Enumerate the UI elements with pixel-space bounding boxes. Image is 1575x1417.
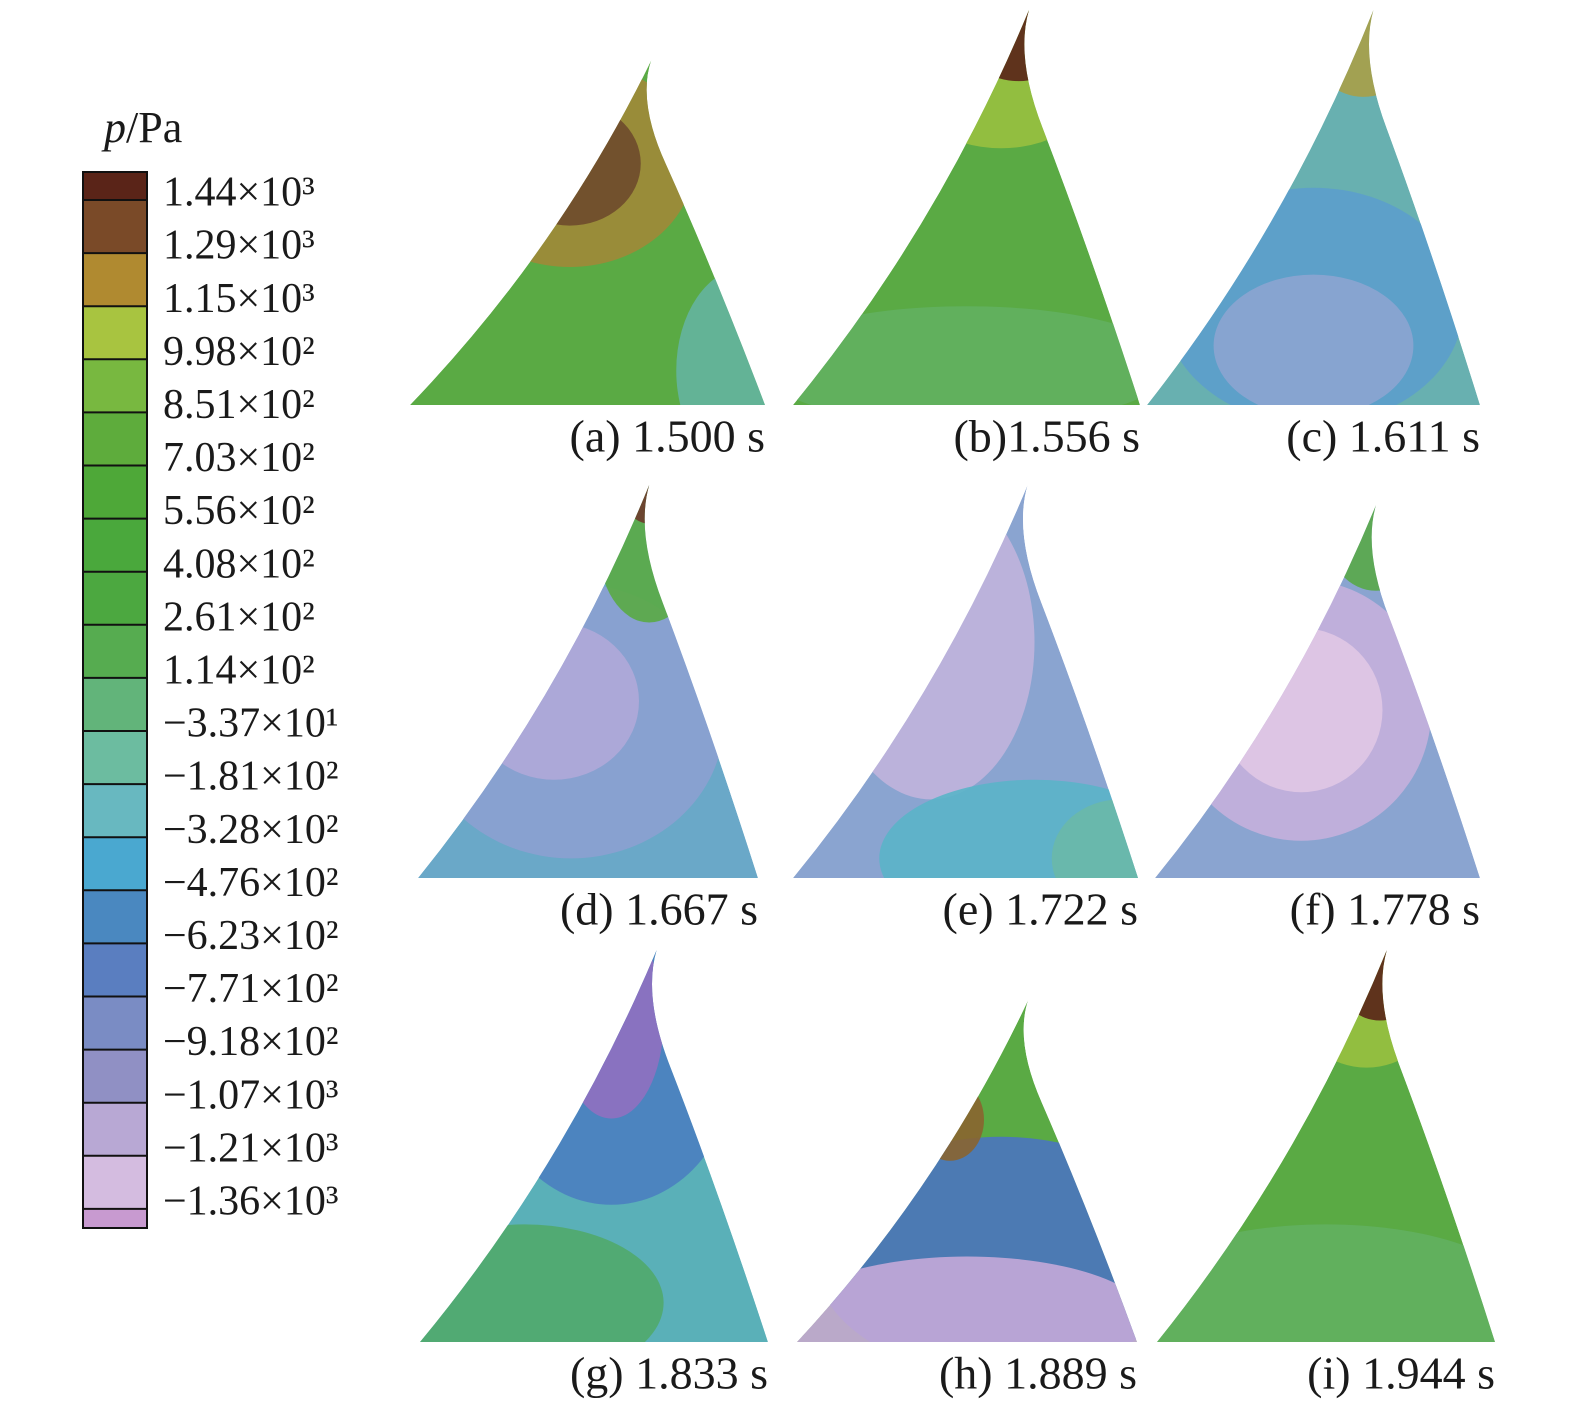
colorbar-swatch [83, 1208, 147, 1228]
contour-region [498, 101, 641, 226]
colorbar-swatch [83, 1049, 147, 1103]
panel-caption: (f) 1.778 s [1290, 884, 1480, 935]
contour-region [966, 10, 1071, 82]
colorbar-swatch [83, 465, 147, 519]
contour-panel [420, 950, 768, 1342]
contour-region [559, 950, 664, 1119]
contour-region [1220, 628, 1383, 793]
colorbar-label: 4.08×10² [163, 541, 315, 587]
colorbar-label: 1.14×10² [163, 648, 315, 694]
contour-panel [797, 1000, 1137, 1342]
contour-region [469, 622, 639, 780]
colorbar-swatch [83, 200, 147, 254]
colorbar-swatch [83, 943, 147, 997]
contour-region [598, 485, 701, 623]
panel-caption: (h) 1.889 s [939, 1348, 1137, 1399]
colorbar-label: −4.76×10² [163, 860, 338, 906]
colorbar-swatch [83, 306, 147, 360]
contour-region [1157, 1224, 1495, 1342]
colorbar-swatch [83, 784, 147, 838]
colorbar-swatch [83, 1102, 147, 1156]
colorbar-swatch [83, 253, 147, 307]
legend-symbol: p [101, 103, 126, 152]
colorbar-swatch [83, 890, 147, 944]
contour-region [1313, 10, 1414, 97]
contour-region [797, 1256, 1137, 1342]
colorbar-label: −1.07×10³ [163, 1072, 338, 1118]
colorbar-label: 8.51×10² [163, 382, 315, 428]
colorbar-label: −1.21×10³ [163, 1125, 338, 1171]
panel-caption: (c) 1.611 s [1286, 411, 1480, 462]
contour-region [1213, 274, 1414, 405]
colorbar-label: −1.81×10² [163, 754, 338, 800]
colorbar-label: 1.15×10³ [163, 276, 315, 322]
colorbar-swatch [83, 996, 147, 1050]
legend-unit: /Pa [126, 103, 182, 152]
contour-panel [793, 485, 1138, 878]
contour-region [625, 485, 680, 525]
colorbar-swatch [83, 412, 147, 466]
colorbar-label: 1.29×10³ [163, 223, 315, 269]
colorbar-label: −3.37×10¹ [163, 701, 338, 747]
contour-region [676, 267, 765, 405]
colorbar-swatch [83, 837, 147, 891]
colorbar-swatch [83, 624, 147, 678]
colorbar-label: 5.56×10² [163, 488, 315, 534]
colorbar-label: 1.44×10³ [163, 170, 315, 216]
contour-region [1339, 950, 1421, 1021]
colorbar-label: 2.61×10² [163, 594, 315, 640]
colorbar-label: −3.28×10² [163, 807, 338, 853]
panel-caption: (e) 1.722 s [943, 884, 1138, 935]
contour-region [916, 1078, 984, 1161]
contour-panel [1157, 950, 1495, 1342]
colorbar-label: −6.23×10² [163, 913, 338, 959]
colorbar-swatch [83, 1155, 147, 1209]
contour-panel [418, 485, 758, 878]
colorbar-label: −1.36×10³ [163, 1179, 338, 1225]
colorbar-swatch [83, 359, 147, 413]
panel-caption: (g) 1.833 s [570, 1348, 768, 1399]
panel-caption: (b)1.556 s [953, 411, 1140, 462]
panel-caption: (d) 1.667 s [560, 884, 758, 935]
colorbar-frame [82, 171, 148, 1229]
contour-panel [793, 10, 1140, 405]
panel-caption: (i) 1.944 s [1307, 1348, 1495, 1399]
contour-region [1327, 505, 1425, 591]
panel-caption: (a) 1.500 s [570, 411, 765, 462]
colorbar-swatch [83, 571, 147, 625]
legend-title: p/Pa [101, 103, 182, 152]
colorbar-swatch [83, 731, 147, 785]
contour-region [1051, 799, 1138, 878]
contour-region [445, 60, 694, 267]
colorbar-label: 9.98×10² [163, 329, 315, 375]
contour-region [793, 306, 1140, 405]
colorbar-swatch [83, 677, 147, 731]
contour-panel [1155, 505, 1480, 878]
contour-region [827, 485, 1035, 800]
colorbar-label: −9.18×10² [163, 1019, 338, 1065]
contour-panel [1147, 10, 1480, 405]
colorbar-label: −7.71×10² [163, 966, 338, 1012]
colorbar-swatch [83, 172, 147, 200]
colorbar-swatch [83, 518, 147, 572]
panel-field [793, 10, 1140, 405]
colorbar-label: 7.03×10² [163, 435, 315, 481]
